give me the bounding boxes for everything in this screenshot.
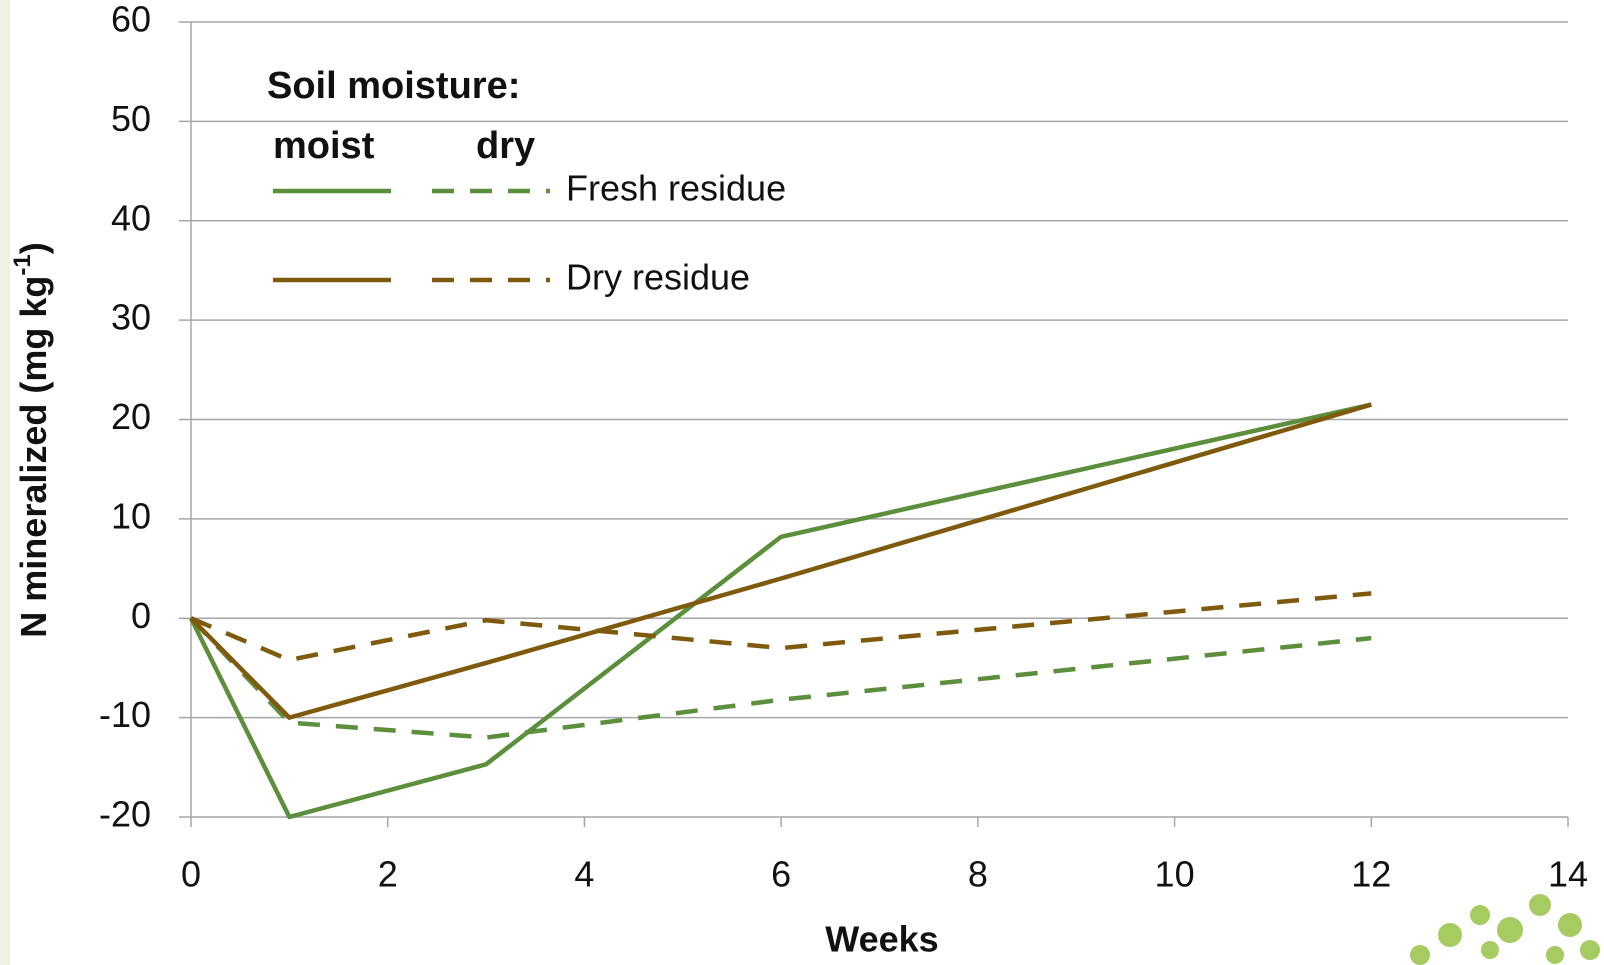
data-line [190, 591, 1372, 663]
x-tick-label: 12 [1351, 854, 1391, 895]
y-tick-label: -10 [99, 694, 151, 735]
x-tick-label: 8 [968, 854, 988, 895]
edge-decoration [0, 0, 10, 965]
legend-label: Fresh residue [566, 168, 786, 209]
x-tick-label: 0 [181, 854, 201, 895]
y-axis-label-end: ) [13, 242, 54, 254]
y-tick-label: 50 [111, 98, 151, 139]
x-tick-label: 10 [1155, 854, 1195, 895]
y-tick-label: 0 [131, 595, 151, 636]
x-tick-label: 6 [771, 854, 791, 895]
legend-label: Dry residue [566, 257, 750, 298]
y-tick-label: -20 [99, 794, 151, 835]
y-axis-label-sup: -1 [9, 254, 36, 275]
y-tick-label: 20 [111, 396, 151, 437]
y-axis-label-main: N mineralized (mg kg [13, 276, 54, 638]
legend-column-header: dry [476, 125, 535, 167]
y-tick-label: 30 [111, 297, 151, 338]
y-tick-label: 40 [111, 197, 151, 238]
x-tick-label: 2 [378, 854, 398, 895]
data-line [189, 616, 1372, 740]
x-tick-label: 14 [1548, 854, 1588, 895]
legend-column-header: moist [273, 125, 375, 167]
plant-decoration [1410, 894, 1600, 965]
legend-title: Soil moisture: [267, 65, 520, 107]
x-axis-label: Weeks [825, 919, 938, 960]
y-tick-label: 10 [111, 495, 151, 536]
data-line [189, 402, 1372, 720]
data-line [188, 402, 1372, 820]
y-axis-label: N mineralized (mg kg-1) [9, 242, 53, 637]
x-tick-label: 4 [574, 854, 594, 895]
y-tick-label: 60 [111, 0, 151, 40]
